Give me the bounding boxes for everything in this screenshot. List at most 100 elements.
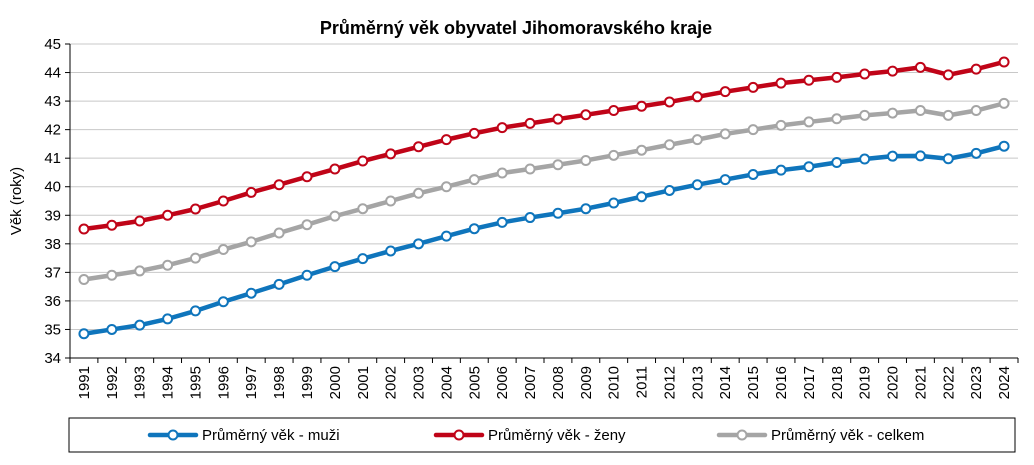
data-point	[413, 238, 425, 250]
data-point	[998, 56, 1010, 68]
data-point	[440, 230, 452, 242]
x-tick-label: 2020	[885, 366, 902, 399]
legend-label: Průměrný věk - celkem	[771, 427, 924, 444]
x-tick-label: 2002	[383, 366, 400, 399]
x-tick-label: 2009	[578, 366, 595, 399]
data-point	[747, 124, 759, 136]
data-point	[217, 195, 229, 207]
data-point	[942, 69, 954, 81]
legend-swatch-marker	[736, 429, 748, 441]
data-point	[998, 97, 1010, 109]
data-point	[413, 141, 425, 153]
data-point	[78, 223, 90, 235]
data-point	[887, 65, 899, 77]
series-line	[81, 143, 1007, 336]
x-tick-label: 2015	[745, 366, 762, 399]
x-tick-label: 1994	[160, 366, 177, 399]
y-tick-label: 38	[44, 236, 61, 253]
data-point	[663, 139, 675, 151]
legend-item: Průměrný věk - ženy	[433, 427, 626, 444]
data-point	[189, 203, 201, 215]
data-point	[329, 210, 341, 222]
data-point	[496, 122, 508, 134]
series-line	[81, 101, 1007, 282]
data-point	[496, 167, 508, 179]
x-tick-label: 2008	[550, 366, 567, 399]
data-point	[859, 68, 871, 80]
legend: Průměrný věk - muži Průměrný věk - ženy Pr…	[68, 417, 1016, 453]
data-point	[524, 212, 536, 224]
x-tick-label: 2024	[996, 366, 1013, 399]
data-point	[189, 305, 201, 317]
data-point	[775, 77, 787, 89]
data-point	[468, 127, 480, 139]
x-tick-label: 2022	[940, 366, 957, 399]
y-tick-label: 37	[44, 264, 61, 281]
data-point	[162, 259, 174, 271]
legend-swatch-marker	[453, 429, 465, 441]
series-layer	[78, 56, 1010, 340]
data-point	[914, 150, 926, 162]
data-point	[357, 203, 369, 215]
series-3	[78, 97, 1010, 285]
x-tick-label: 2019	[857, 366, 874, 399]
y-axis: 34 35 36 37 38 39 40 41 42 43 44 45	[44, 36, 71, 367]
data-point	[942, 153, 954, 165]
legend-box	[68, 417, 1016, 453]
data-point	[245, 186, 257, 198]
x-tick-label: 1992	[104, 366, 121, 399]
data-point	[636, 144, 648, 156]
data-point	[106, 219, 118, 231]
x-tick-label: 2016	[773, 366, 790, 399]
data-point	[803, 161, 815, 173]
data-point	[329, 261, 341, 273]
data-point	[970, 105, 982, 117]
y-tick-label: 35	[44, 321, 61, 338]
y-tick-label: 45	[44, 36, 61, 53]
data-point	[914, 105, 926, 117]
data-point	[162, 313, 174, 325]
data-point	[385, 148, 397, 160]
x-tick-label: 2012	[661, 366, 678, 399]
data-point	[106, 323, 118, 335]
data-point	[552, 113, 564, 125]
data-point	[78, 274, 90, 285]
x-tick-label: 2000	[327, 366, 344, 399]
data-point	[887, 107, 899, 119]
y-tick-label: 39	[44, 207, 61, 224]
data-point	[663, 96, 675, 108]
x-tick-label: 2006	[494, 366, 511, 399]
data-point	[831, 71, 843, 83]
x-tick-label: 1995	[187, 366, 204, 399]
legend-swatch-marker	[167, 429, 179, 441]
x-tick-label: 2005	[466, 366, 483, 399]
gridlines	[70, 43, 1018, 330]
series-2	[78, 56, 1010, 235]
data-point	[134, 265, 146, 277]
data-point	[106, 269, 118, 281]
y-tick-label: 36	[44, 293, 61, 310]
data-point	[859, 153, 871, 165]
data-point	[78, 328, 90, 340]
x-tick-label: 1993	[132, 366, 149, 399]
data-point	[301, 269, 313, 281]
data-point	[357, 253, 369, 265]
data-point	[273, 227, 285, 239]
data-point	[942, 109, 954, 121]
x-tick-label: 2003	[411, 366, 428, 399]
data-point	[468, 223, 480, 235]
data-point	[691, 134, 703, 146]
data-point	[719, 174, 731, 186]
y-tick-label: 44	[44, 65, 61, 82]
y-axis-label: Věk (roky)	[8, 167, 25, 235]
x-tick-label: 2017	[801, 366, 818, 399]
x-tick-label: 2011	[634, 366, 651, 398]
data-point	[859, 109, 871, 121]
data-point	[496, 216, 508, 228]
data-point	[162, 209, 174, 221]
data-point	[691, 179, 703, 191]
data-point	[608, 105, 620, 117]
data-point	[803, 116, 815, 128]
data-point	[914, 61, 926, 73]
data-point	[970, 147, 982, 159]
